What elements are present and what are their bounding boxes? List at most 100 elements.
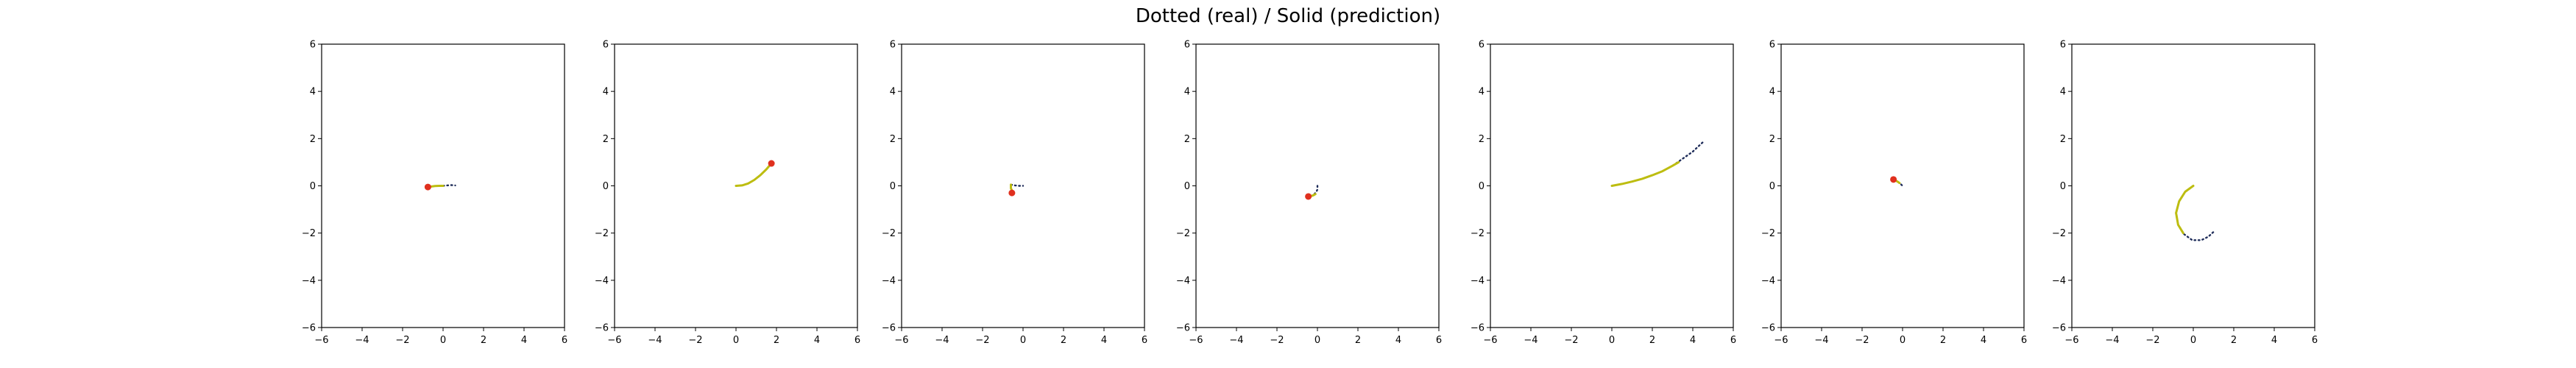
- y-tick-label: 4: [603, 87, 609, 98]
- x-tick-label: 6: [2021, 335, 2027, 346]
- y-tick-label: 6: [1769, 40, 1775, 51]
- x-tick-label: 2: [1649, 335, 1655, 346]
- x-tick-label: 6: [2312, 335, 2318, 346]
- y-tick-label: 4: [1769, 87, 1775, 98]
- x-tick-label: 0: [2190, 335, 2196, 346]
- x-tick-label: −6: [2064, 335, 2078, 346]
- y-tick-label: 4: [2060, 87, 2066, 98]
- x-tick-label: 2: [1940, 335, 1946, 346]
- y-tick-label: −6: [1176, 323, 1190, 334]
- position-marker: [424, 183, 431, 191]
- real-trajectory-line: [1010, 183, 1025, 187]
- position-marker: [1890, 176, 1897, 183]
- y-tick-label: −2: [1761, 228, 1775, 239]
- x-tick-label: 4: [1395, 335, 1401, 346]
- subplot-7: −6 −4 −2 0 2 4 6 −6 −4 −2 0 2 4 6: [2052, 40, 2318, 347]
- y-tick-label: 0: [1479, 181, 1485, 192]
- y-tick-label: 0: [2060, 181, 2066, 192]
- x-tick-label: 0: [440, 335, 446, 346]
- y-tick-label: 2: [1479, 134, 1485, 145]
- y-tick-label: 0: [310, 181, 316, 192]
- real-trajectory-line: [1610, 141, 1705, 187]
- x-tick-label: 6: [1730, 335, 1736, 346]
- y-tick-label: −4: [302, 275, 316, 286]
- y-tick-label: 2: [2060, 134, 2066, 145]
- x-tick-label: 4: [814, 335, 820, 346]
- x-tick-label: 4: [1981, 335, 1986, 346]
- x-tick-label: 0: [1020, 335, 1026, 346]
- x-tick-label: −2: [2145, 335, 2159, 346]
- x-tick-label: −4: [2105, 335, 2119, 346]
- y-tick-label: −6: [595, 323, 609, 334]
- x-tick-label: −4: [935, 335, 949, 346]
- y-tick-label: 4: [890, 87, 896, 98]
- y-tick-label: −4: [1761, 275, 1775, 286]
- x-tick-label: −4: [648, 335, 662, 346]
- y-tick-label: 0: [1769, 181, 1775, 192]
- y-tick-label: 4: [310, 87, 316, 98]
- position-marker: [768, 160, 775, 167]
- y-tick-label: −2: [1176, 228, 1190, 239]
- real-trajectory-line: [442, 184, 456, 187]
- x-tick-label: −4: [1229, 335, 1243, 346]
- y-tick-label: −4: [2052, 275, 2066, 286]
- y-tick-label: −6: [1471, 323, 1485, 334]
- x-tick-label: −6: [314, 335, 328, 346]
- x-tick-label: −4: [355, 335, 369, 346]
- y-tick-label: −2: [2052, 228, 2066, 239]
- x-tick-label: 2: [2231, 335, 2237, 346]
- y-tick-label: 6: [1479, 40, 1485, 51]
- y-tick-label: 0: [603, 181, 609, 192]
- x-tick-label: −2: [975, 335, 989, 346]
- x-tick-label: −2: [1270, 335, 1284, 346]
- x-tick-label: −6: [607, 335, 621, 346]
- subplot-6: −6 −4 −2 0 2 4 6 −6 −4 −2 0 2 4 6: [1761, 40, 2027, 347]
- x-tick-label: 6: [1436, 335, 1442, 346]
- x-tick-label: 4: [521, 335, 527, 346]
- y-tick-label: −2: [595, 228, 609, 239]
- y-tick-label: −4: [882, 275, 896, 286]
- x-tick-label: −2: [1564, 335, 1578, 346]
- position-marker: [1008, 189, 1016, 197]
- y-tick-label: −6: [302, 323, 316, 334]
- y-tick-label: −4: [1471, 275, 1485, 286]
- y-tick-label: −2: [1471, 228, 1485, 239]
- subplot-5: −6 −4 −2 0 2 4 6 −6 −4 −2 0 2 4 6: [1471, 40, 1736, 347]
- subplot-grid: −6 −4 −2 0 2 4 6 −6 −4 −2 0 2 4 6 −6 −4 −2 0 2 4 6 −6 −4 −2 0 2 4 6…: [302, 40, 2318, 347]
- x-tick-label: 2: [481, 335, 486, 346]
- subplot-4: −6 −4 −2 0 2 4 6 −6 −4 −2 0 2 4 6: [1176, 40, 1442, 347]
- y-tick-label: 4: [1479, 87, 1485, 98]
- x-tick-label: 6: [1142, 335, 1147, 346]
- y-tick-label: −4: [595, 275, 609, 286]
- x-tick-label: −6: [1189, 335, 1203, 346]
- y-tick-label: 2: [310, 134, 316, 145]
- real-trajectory-line: [735, 162, 773, 187]
- y-tick-label: 2: [1769, 134, 1775, 145]
- x-tick-label: 0: [733, 335, 739, 346]
- y-tick-label: −6: [1761, 323, 1775, 334]
- y-tick-label: 4: [1184, 87, 1190, 98]
- y-tick-label: 2: [603, 134, 609, 145]
- x-tick-label: 0: [1900, 335, 1906, 346]
- y-tick-label: 0: [890, 181, 896, 192]
- prediction-line: [735, 162, 773, 187]
- position-marker: [1305, 193, 1312, 200]
- y-tick-label: 0: [1184, 181, 1190, 192]
- y-tick-label: 6: [1184, 40, 1190, 51]
- y-tick-label: −2: [302, 228, 316, 239]
- x-tick-label: −2: [688, 335, 702, 346]
- subplot-1: −6 −4 −2 0 2 4 6 −6 −4 −2 0 2 4 6: [302, 40, 567, 347]
- x-tick-label: −4: [1524, 335, 1538, 346]
- x-tick-label: −6: [1483, 335, 1497, 346]
- x-tick-label: 2: [1061, 335, 1066, 346]
- subplot-2: −6 −4 −2 0 2 4 6 −6 −4 −2 0 2 4 6: [595, 40, 860, 347]
- x-tick-label: 4: [1690, 335, 1696, 346]
- y-tick-label: 6: [2060, 40, 2066, 51]
- x-tick-label: −2: [395, 335, 409, 346]
- prediction-line: [1610, 160, 1680, 187]
- y-tick-label: 6: [603, 40, 609, 51]
- y-tick-label: 6: [310, 40, 316, 51]
- y-tick-label: 2: [890, 134, 896, 145]
- x-tick-label: 4: [1101, 335, 1107, 346]
